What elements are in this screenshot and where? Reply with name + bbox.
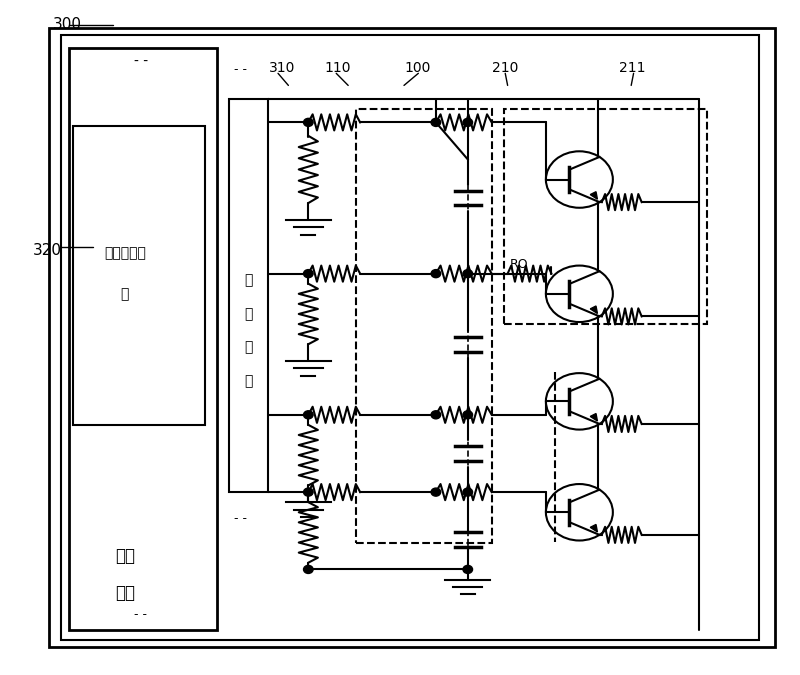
Text: 310: 310 [269, 61, 295, 75]
Text: 300: 300 [54, 18, 82, 32]
Circle shape [463, 118, 473, 126]
Text: - -: - - [234, 63, 247, 76]
Text: 元: 元 [121, 287, 129, 301]
Circle shape [303, 118, 313, 126]
Text: 控制: 控制 [115, 547, 135, 565]
Circle shape [431, 488, 441, 496]
Polygon shape [590, 524, 598, 532]
Text: 监: 监 [244, 273, 253, 288]
Text: 211: 211 [619, 61, 646, 75]
Circle shape [463, 411, 473, 419]
Text: - -: - - [134, 608, 147, 621]
Circle shape [303, 566, 313, 574]
Text: - -: - - [234, 512, 247, 525]
Text: 单: 单 [244, 341, 253, 354]
Circle shape [431, 411, 441, 419]
Circle shape [463, 566, 473, 574]
Text: - -: - - [134, 53, 148, 68]
Text: 测: 测 [244, 307, 253, 321]
Polygon shape [590, 414, 598, 421]
Circle shape [463, 488, 473, 496]
Circle shape [431, 269, 441, 277]
Text: 210: 210 [492, 61, 518, 75]
Circle shape [463, 269, 473, 277]
Text: 第一比较单: 第一比较单 [104, 246, 146, 261]
Circle shape [303, 411, 313, 419]
Text: RO: RO [510, 259, 529, 271]
Text: 100: 100 [404, 61, 430, 75]
Polygon shape [590, 306, 598, 313]
Text: 模块: 模块 [115, 584, 135, 602]
Text: 110: 110 [324, 61, 350, 75]
Text: 元: 元 [244, 374, 253, 388]
Circle shape [431, 118, 441, 126]
Circle shape [303, 488, 313, 496]
Circle shape [303, 269, 313, 277]
Text: 320: 320 [34, 242, 62, 258]
Polygon shape [590, 192, 598, 199]
